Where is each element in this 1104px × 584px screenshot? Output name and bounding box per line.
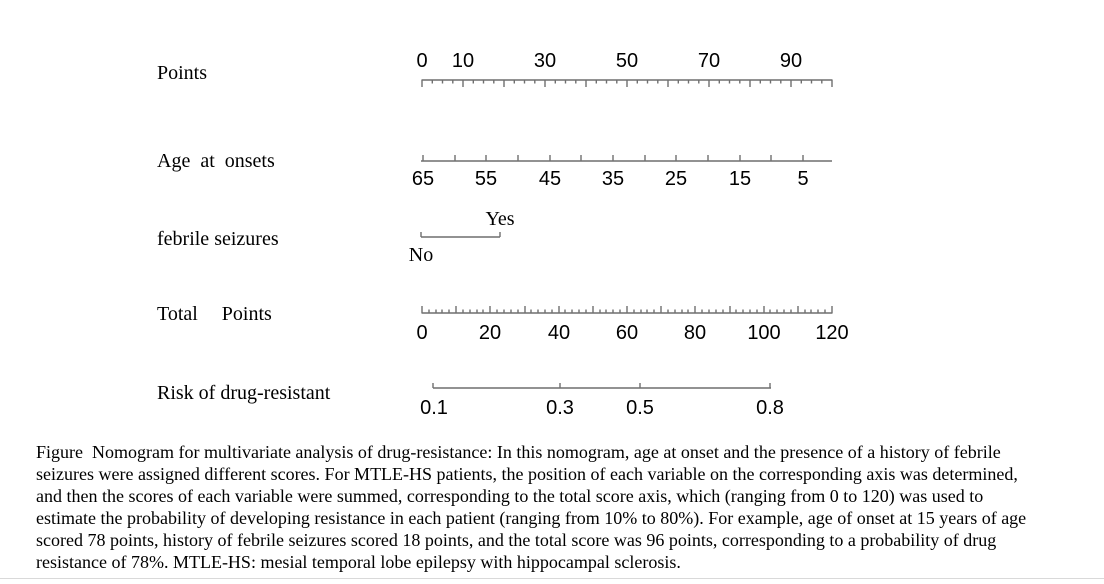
age-tick-35: 35 xyxy=(601,168,625,190)
points-tick-70: 70 xyxy=(697,50,721,72)
age-tick-5: 5 xyxy=(797,168,809,190)
total-tick-100: 100 xyxy=(747,322,781,344)
age-tick-45: 45 xyxy=(538,168,562,190)
caption-line: seizures were assigned different scores.… xyxy=(36,464,1018,484)
axis-label-age: Age at onsets xyxy=(157,150,275,172)
bottom-rule xyxy=(0,578,1104,579)
points-tick-30: 30 xyxy=(533,50,557,72)
febrile-no-label: No xyxy=(408,244,434,266)
risk-axis-ticks xyxy=(432,383,771,389)
total-tick-120: 120 xyxy=(815,322,849,344)
total-tick-0: 0 xyxy=(416,322,428,344)
risk-tick-01: 0.1 xyxy=(420,397,448,419)
figure-caption: Figure Nomogram for multivariate analysi… xyxy=(36,441,1026,573)
axis-label-risk: Risk of drug-resistant xyxy=(157,382,331,404)
age-tick-55: 55 xyxy=(474,168,498,190)
caption-line: resistance of 78%. MTLE-HS: mesial tempo… xyxy=(36,552,681,572)
axis-label-points: Points xyxy=(157,62,208,84)
febrile-yes-label: Yes xyxy=(485,208,515,230)
points-tick-50: 50 xyxy=(615,50,639,72)
points-axis-ticks xyxy=(421,79,833,87)
total-points-axis-ticks xyxy=(421,306,833,314)
total-tick-80: 80 xyxy=(683,322,707,344)
age-tick-15: 15 xyxy=(728,168,752,190)
febrile-axis-ticks xyxy=(420,232,501,238)
age-tick-65: 65 xyxy=(411,168,435,190)
total-tick-20: 20 xyxy=(478,322,502,344)
points-tick-10: 10 xyxy=(451,50,475,72)
axis-label-total-points: Total Points xyxy=(157,303,272,325)
caption-line: Figure Nomogram for multivariate analysi… xyxy=(36,442,1001,462)
age-tick-25: 25 xyxy=(664,168,688,190)
risk-tick-03: 0.3 xyxy=(546,397,574,419)
caption-line: and then the scores of each variable wer… xyxy=(36,486,984,506)
points-tick-0: 0 xyxy=(416,50,428,72)
caption-line: estimate the probability of developing r… xyxy=(36,508,1027,528)
age-axis-ticks xyxy=(421,155,832,162)
risk-tick-05: 0.5 xyxy=(626,397,654,419)
total-tick-60: 60 xyxy=(615,322,639,344)
total-tick-40: 40 xyxy=(547,322,571,344)
points-tick-90: 90 xyxy=(779,50,803,72)
risk-tick-08: 0.8 xyxy=(756,397,784,419)
caption-line: scored 78 points, history of febrile sei… xyxy=(36,530,997,550)
axis-label-febrile-seizures: febrile seizures xyxy=(157,228,279,250)
